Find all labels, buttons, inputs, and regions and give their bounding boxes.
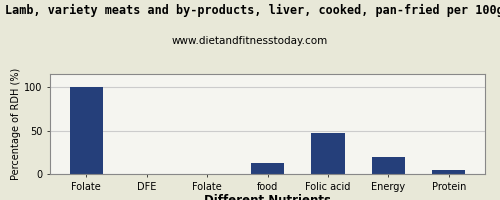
- Bar: [70, 87, 103, 174]
- Y-axis label: Percentage of RDH (%): Percentage of RDH (%): [11, 68, 21, 180]
- Bar: [251, 163, 284, 174]
- Text: www.dietandfitnesstoday.com: www.dietandfitnesstoday.com: [172, 36, 328, 46]
- Text: Lamb, variety meats and by-products, liver, cooked, pan-fried per 100g: Lamb, variety meats and by-products, liv…: [5, 4, 500, 17]
- Bar: [312, 133, 344, 174]
- Bar: [432, 170, 466, 174]
- Bar: [372, 157, 405, 174]
- X-axis label: Different Nutrients: Different Nutrients: [204, 194, 331, 200]
